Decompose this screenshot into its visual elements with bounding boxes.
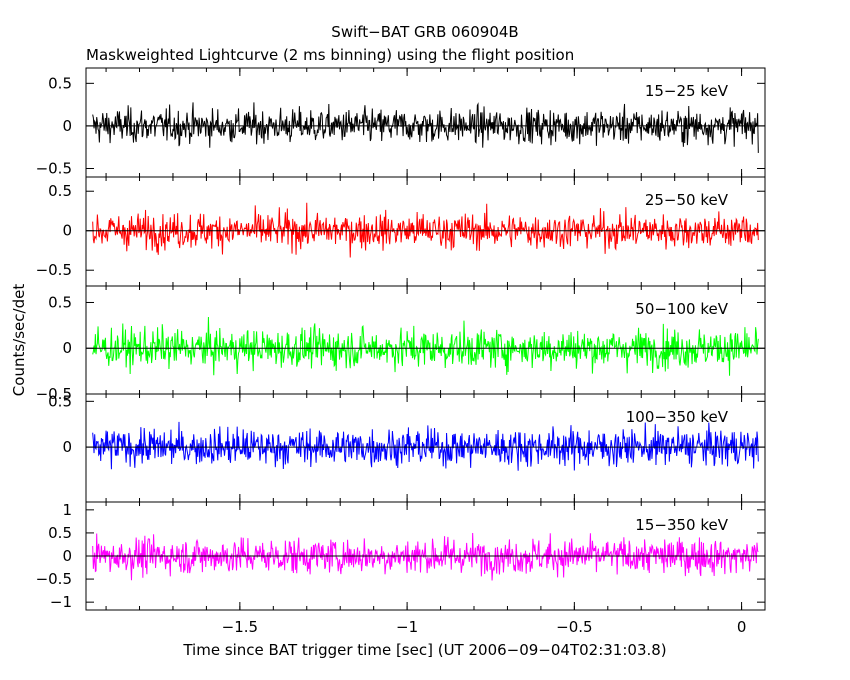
y-axis-label: Counts/sec/det: [10, 284, 28, 397]
x-tick-label: 0: [737, 618, 747, 636]
chart-title: Swift−BAT GRB 060904B: [331, 23, 518, 41]
y-tick-label: −0.5: [36, 570, 72, 588]
x-tick-label: −1.5: [222, 618, 258, 636]
panel-2: −0.5 0 0.5 25−50 keV: [36, 176, 766, 287]
x-tick-label: −1: [396, 618, 418, 636]
band-label-4: 100−350 keV: [626, 408, 729, 426]
band-label-5: 15−350 keV: [635, 516, 728, 534]
lightcurve-series-1: [92, 102, 759, 153]
y-tick-label: 0.5: [48, 293, 72, 311]
panel-1: −0.5 0 0.5 15−25 keV: [36, 67, 766, 178]
y-tick-label: 0: [62, 222, 72, 240]
y-tick-label: 0: [62, 117, 72, 135]
panel-5: −1 −0.5 0 0.5 1 15−350 keV: [36, 501, 766, 611]
y-tick-label: 0: [62, 438, 72, 456]
panel-4: 0 0.5 100−350 keV: [48, 392, 766, 503]
band-label-3: 50−100 keV: [635, 300, 728, 318]
y-tick-label: −0.5: [36, 261, 72, 279]
y-tick-label: 0.5: [48, 74, 72, 92]
y-tick-label: −0.5: [36, 385, 72, 403]
band-label-1: 15−25 keV: [645, 82, 729, 100]
x-axis-label: Time since BAT trigger time [sec] (UT 20…: [182, 641, 666, 659]
panel-3: −0.5 0 0.5 50−100 keV: [36, 285, 766, 403]
band-label-2: 25−50 keV: [645, 191, 729, 209]
x-tick-label: −0.5: [556, 618, 592, 636]
x-tick-labels: −1.5 −1 −0.5 0: [222, 618, 747, 636]
y-tick-label: 0: [62, 547, 72, 565]
chart-subtitle: Maskweighted Lightcurve (2 ms binning) u…: [86, 46, 574, 64]
panels-group: −0.500.5 15−25 keV−0.500.5 25−50 keV−0.500…: [36, 67, 766, 611]
lightcurve-series-4: [92, 421, 759, 471]
y-tick-label: 0.5: [48, 182, 72, 200]
y-tick-label: −1: [50, 593, 72, 611]
y-tick-label: −0.5: [36, 159, 72, 177]
y-tick-label: 0.5: [48, 392, 72, 410]
lightcurve-series-5: [92, 532, 759, 581]
y-tick-label: 0.5: [48, 524, 72, 542]
lightcurve-series-2: [92, 202, 759, 258]
lightcurve-series-3: [92, 317, 759, 376]
y-tick-label: 0: [62, 339, 72, 357]
y-tick-label: 1: [62, 501, 72, 519]
